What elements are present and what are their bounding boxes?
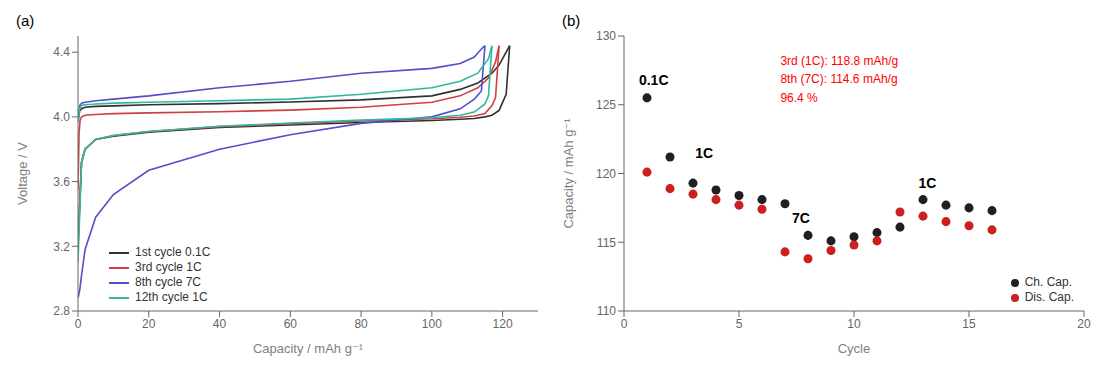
html-text:12th cycle 1C: 12th cycle 1C (135, 290, 208, 304)
svg-text:125: 125 (596, 98, 616, 112)
html-text:(b): (b) (562, 12, 581, 29)
svg-text:130: 130 (596, 29, 616, 43)
svg-text:115: 115 (597, 236, 616, 250)
svg-text:0: 0 (75, 317, 82, 331)
svg-text:Capacity / mAh g⁻¹: Capacity / mAh g⁻¹ (561, 118, 576, 229)
html-text:1st cycle 0.1C: 1st cycle 0.1C (135, 245, 211, 259)
svg-text:3.2: 3.2 (53, 240, 70, 254)
svg-text:4.0: 4.0 (53, 110, 70, 124)
html-text:Dis. Cap.: Dis. Cap. (1024, 290, 1074, 304)
svg-text:5: 5 (736, 317, 743, 331)
svg-text:120: 120 (596, 167, 616, 181)
html-text:1C: 1C (918, 175, 937, 192)
svg-text:60: 60 (284, 317, 298, 331)
svg-text:0: 0 (621, 317, 628, 331)
svg-text:20: 20 (1077, 317, 1091, 331)
svg-text:Cycle: Cycle (838, 341, 871, 356)
html-text:(a): (a) (16, 12, 35, 29)
svg-text:Voltage / V: Voltage / V (15, 142, 30, 205)
html-text:Ch. Cap.: Ch. Cap. (1024, 275, 1072, 289)
svg-text:Capacity / mAh g⁻¹: Capacity / mAh g⁻¹ (253, 341, 364, 356)
html-text:3rd (1C): 118.8 mAh/g: 3rd (1C): 118.8 mAh/g (780, 53, 899, 68)
svg-text:80: 80 (354, 317, 368, 331)
svg-text:20: 20 (142, 317, 156, 331)
html-text:8th (7C): 114.6 mAh/g: 8th (7C): 114.6 mAh/g (780, 72, 898, 87)
svg-text:10: 10 (847, 317, 861, 331)
svg-text:40: 40 (213, 317, 227, 331)
html-text:3rd cycle 1C: 3rd cycle 1C (135, 260, 202, 274)
html-text:1C: 1C (695, 144, 714, 161)
svg-text:110: 110 (597, 304, 616, 318)
html-text:7C: 7C (791, 209, 810, 226)
svg-text:15: 15 (962, 317, 976, 331)
html-text:96.4 %: 96.4 % (780, 90, 818, 105)
html-text:8th cycle 7C: 8th cycle 7C (135, 275, 201, 289)
html-text:0.1C: 0.1C (638, 72, 669, 88)
svg-text:2.8: 2.8 (53, 304, 70, 318)
svg-text:3.6: 3.6 (53, 175, 70, 189)
svg-text:120: 120 (493, 317, 513, 331)
svg-text:4.4: 4.4 (53, 45, 70, 59)
svg-text:100: 100 (422, 317, 442, 331)
